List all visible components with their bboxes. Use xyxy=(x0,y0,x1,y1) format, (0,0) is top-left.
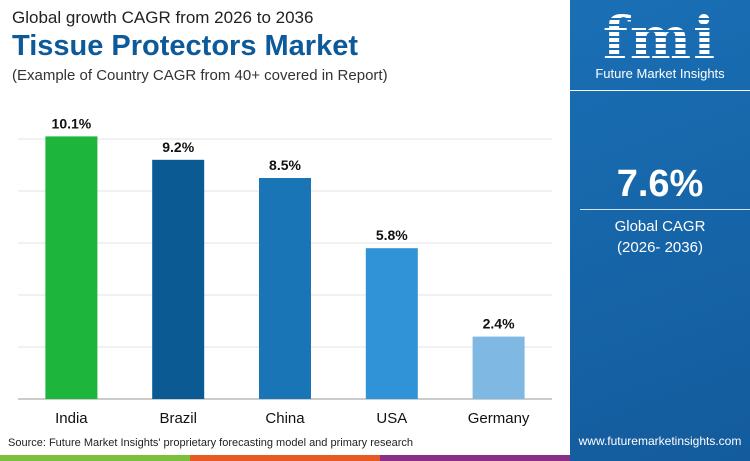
x-tick-label: Brazil xyxy=(159,410,197,427)
bar-chart: 10.1% India 9.2% Brazil 8.5% China 5.8% USA 2.4%… xyxy=(18,115,552,427)
data-label: 2.4% xyxy=(483,316,515,332)
bar-india xyxy=(45,136,98,399)
data-label: 9.2% xyxy=(162,139,194,155)
bar-usa xyxy=(365,248,418,399)
bar-germany xyxy=(472,336,525,399)
global-cagr-value: 7.6% xyxy=(616,163,704,205)
divider xyxy=(570,90,750,91)
cagr-period: (2026- 2036) xyxy=(617,239,703,256)
summary-panel: fmi Future Market Insights 7.6% Global C… xyxy=(570,0,750,461)
x-tick-label: China xyxy=(265,410,305,427)
strip-orange xyxy=(190,455,380,461)
x-tick-label: Germany xyxy=(468,410,530,427)
divider xyxy=(580,209,750,210)
chart-subtitle: Global growth CAGR from 2026 to 2036 xyxy=(12,8,314,27)
brand-name: Future Market Insights xyxy=(595,66,725,81)
data-label: 5.8% xyxy=(376,227,408,243)
chart-title: Tissue Protectors Market xyxy=(12,30,358,62)
website-link[interactable]: www.futuremarketinsights.com xyxy=(578,434,742,448)
data-label: 8.5% xyxy=(269,157,301,173)
strip-purple xyxy=(380,455,570,461)
chart-note: (Example of Country CAGR from 40+ covere… xyxy=(12,67,388,84)
source-note: Source: Future Market Insights' propriet… xyxy=(8,437,413,449)
global-cagr-label: Global CAGR xyxy=(614,218,706,235)
data-label: 10.1% xyxy=(52,115,92,131)
bar-china xyxy=(259,178,311,399)
strip-green xyxy=(0,455,190,461)
x-tick-label: USA xyxy=(376,410,407,427)
x-tick-label: India xyxy=(55,410,88,427)
fmi-logo: fmi xyxy=(570,8,750,68)
bar-brazil xyxy=(152,159,205,399)
